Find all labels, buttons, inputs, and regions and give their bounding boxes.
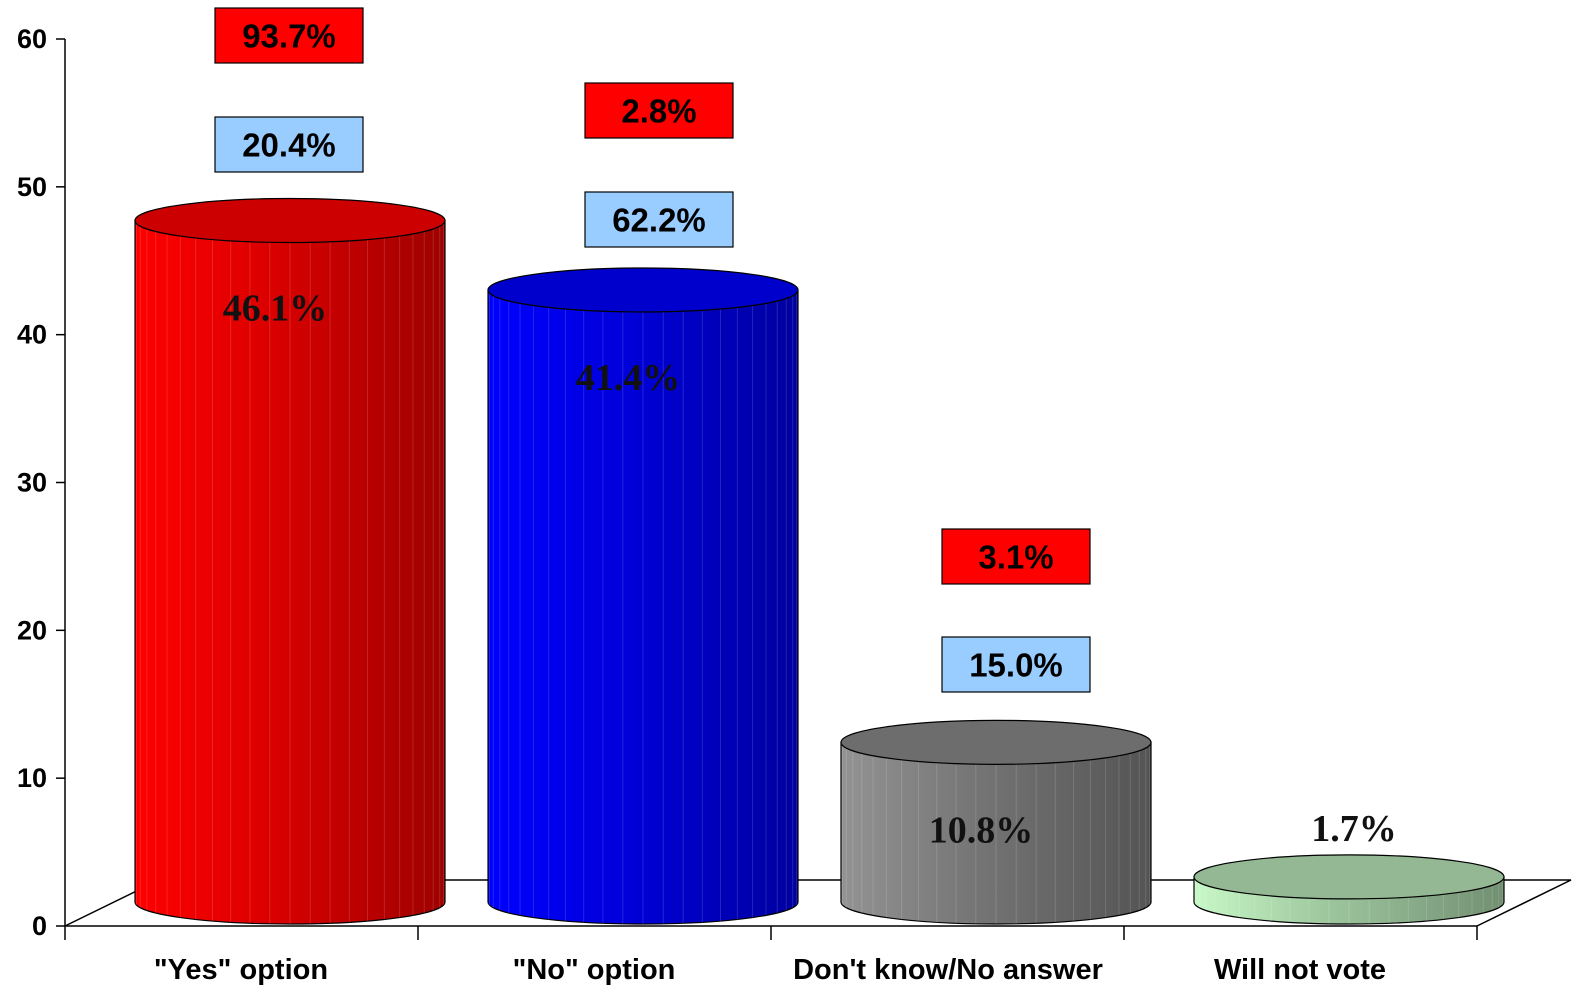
blue-box-rect [584,191,734,248]
bar-facets [1194,879,1504,924]
bar: 1.7% [1193,808,1505,925]
annotation-group: 2.8% 62.2% [584,82,734,248]
red-box: 2.8% [584,82,734,139]
category-label: "Yes" option [154,954,328,986]
blue-box-text: 20.4% [242,127,336,164]
bar: 46.1% [134,197,446,925]
red-box: 93.7% [214,7,364,64]
y-tick-label: 30 [17,468,47,498]
bar-facets [841,745,1151,924]
blue-box: 20.4% [214,116,364,173]
bar-top [1193,854,1505,900]
red-box-rect [214,7,364,64]
y-axis: 0 10 20 30 40 50 60 [17,24,66,941]
bar-top [134,197,446,244]
y-tick-label: 10 [17,763,47,793]
bar: 10.8% [840,719,1152,925]
bar: 41.4% [487,267,799,925]
bar-body [487,289,799,925]
blue-box-rect [941,636,1091,693]
red-box: 3.1% [941,528,1091,585]
red-box-text: 2.8% [621,93,696,130]
y-tick-label: 50 [17,172,47,202]
category-label: "No" option [513,954,676,986]
blue-box: 62.2% [584,191,734,248]
bar-facets [135,223,445,924]
y-tick-label: 20 [17,615,47,645]
bar-value-label: 41.4% [576,357,681,399]
annotation-group: 93.7% 20.4% [214,7,364,173]
red-box-rect [941,528,1091,585]
y-tick-label: 0 [32,911,47,941]
red-box-text: 3.1% [978,539,1053,576]
bar-value-label: 10.8% [929,809,1034,851]
category-label: Will not vote [1214,954,1386,986]
blue-box-text: 15.0% [969,647,1063,684]
bar-top [487,267,799,313]
bar-body [134,219,446,925]
red-box-rect [584,82,734,139]
blue-box-text: 62.2% [612,202,706,239]
category-label: Don't know/No answer [793,954,1103,986]
annotation-group: 3.1% 15.0% [941,528,1091,693]
bar-body [840,741,1152,925]
red-box-text: 93.7% [242,18,336,55]
annotation-boxes: 93.7% 20.4% 2.8% 62.2% 3.1% 15.0% [214,7,1091,693]
x-axis: "Yes" option "No" option Don't know/No ans… [64,925,1478,986]
bar-value-label: 46.1% [223,287,328,329]
blue-box: 15.0% [941,636,1091,693]
y-tick-label: 60 [17,24,47,54]
bars: 46.1% 41.4% 10.8% 1.7% [134,197,1505,925]
y-tick-label: 40 [17,320,47,350]
bar-facets [488,292,798,924]
blue-box-rect [214,116,364,173]
bar-top [840,719,1152,765]
bar-value-label: 1.7% [1311,808,1397,850]
